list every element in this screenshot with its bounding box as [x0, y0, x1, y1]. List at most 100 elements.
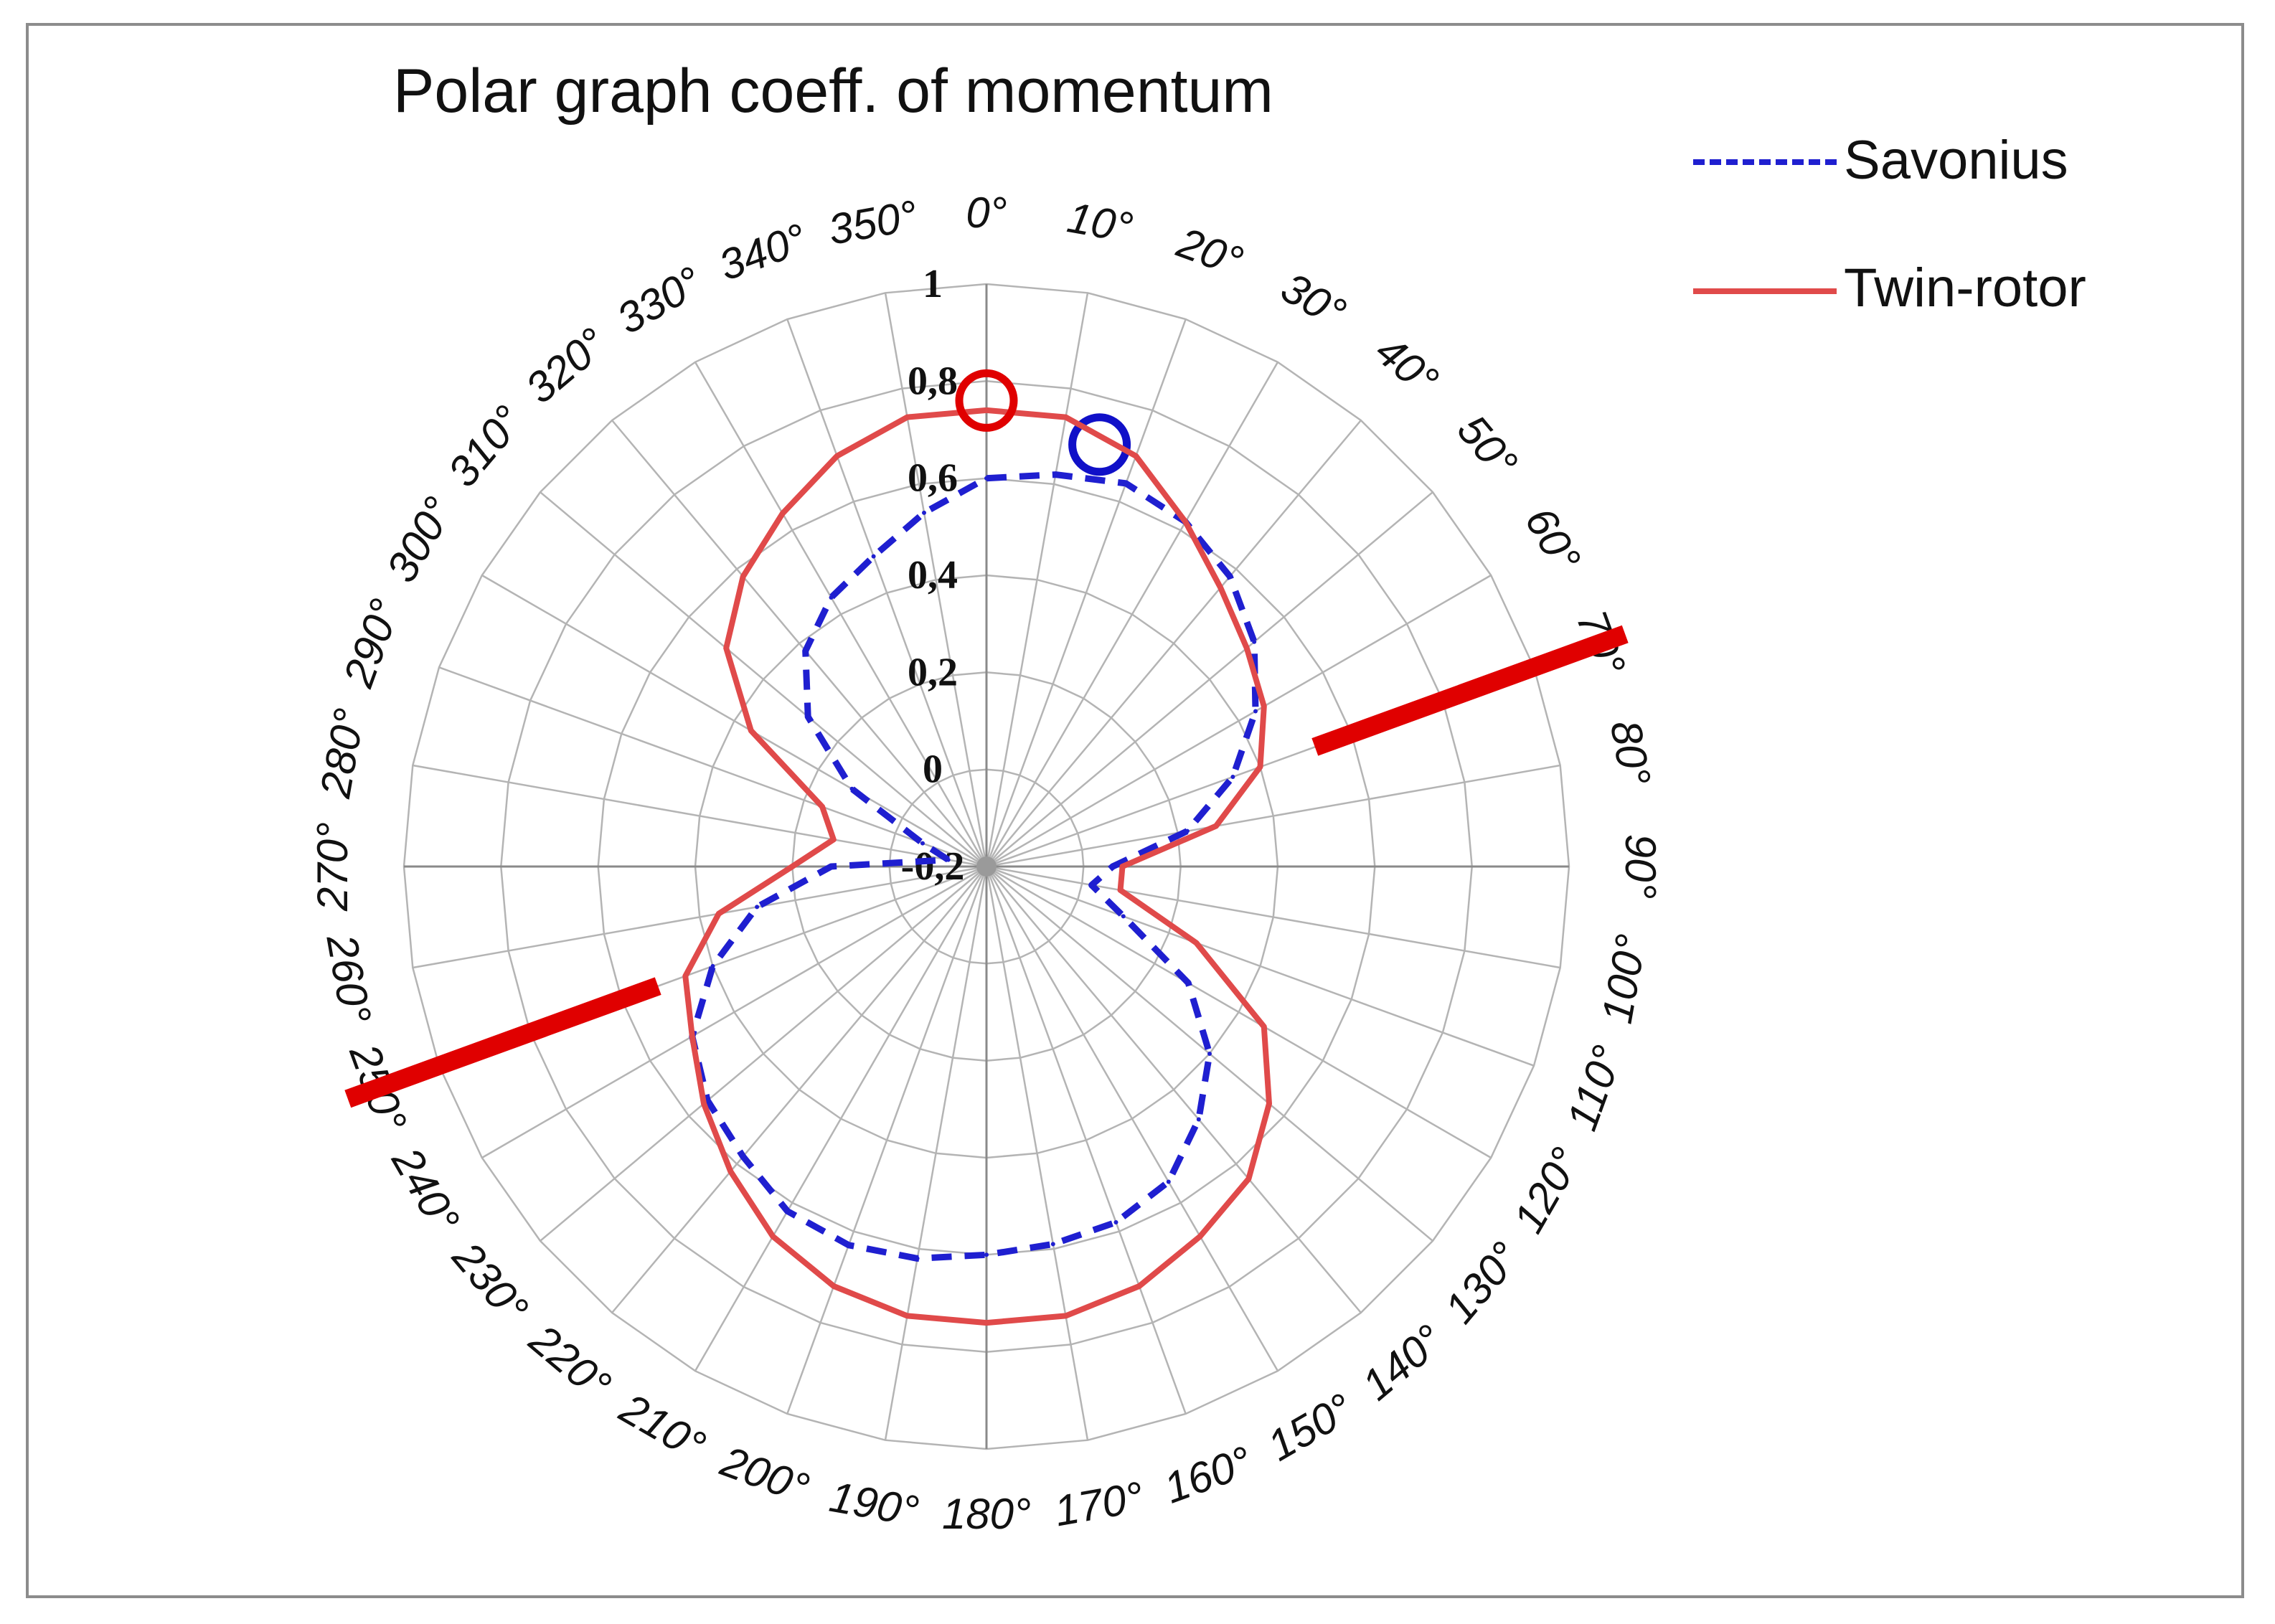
angle-tick-label: 330°: [609, 257, 710, 343]
data-point: [728, 1169, 733, 1174]
data-point: [803, 648, 808, 653]
data-point: [689, 1034, 694, 1039]
data-point: [780, 511, 785, 516]
data-point: [1136, 1284, 1141, 1288]
angle-tick-label: 230°: [443, 1232, 538, 1332]
legend-savonius-line: [1693, 159, 1837, 165]
data-point: [1258, 765, 1263, 770]
data-point: [984, 407, 989, 412]
center-point: [976, 856, 997, 877]
data-point: [1134, 453, 1139, 458]
highlight-marker: [1068, 413, 1131, 476]
grid-spoke: [540, 491, 987, 867]
data-point: [790, 864, 795, 869]
data-point: [984, 1252, 989, 1257]
grid-spoke: [481, 574, 987, 868]
radial-tick-label: 0,4: [908, 553, 958, 598]
grid-spoke: [611, 866, 987, 1313]
data-point: [1050, 1242, 1055, 1247]
data-point: [683, 973, 688, 978]
grid-spoke: [986, 865, 1535, 1067]
data-point: [1196, 1117, 1201, 1122]
legend-twin-line: [1693, 288, 1837, 294]
angle-tick-label: 0°: [966, 189, 1007, 237]
grid-spoke: [694, 362, 988, 867]
angle-tick-label: 60°: [1516, 499, 1590, 580]
data-point: [984, 1321, 989, 1326]
data-point: [771, 1234, 776, 1239]
data-point: [1213, 823, 1218, 828]
angle-tick-label: 220°: [520, 1315, 620, 1410]
grid-spoke: [985, 866, 1187, 1415]
angle-tick-label: 200°: [715, 1437, 815, 1513]
grid-spoke: [985, 318, 1187, 867]
grid-spoke: [786, 318, 988, 867]
angle-tick-label: 10°: [1064, 193, 1136, 252]
radial-tick-label: 0: [923, 747, 943, 792]
angle-tick-label: 310°: [438, 397, 532, 496]
radial-tick-label: 0,8: [908, 359, 958, 403]
data-point: [846, 1242, 851, 1247]
legend-twin-label: Twin-rotor: [1844, 258, 2086, 318]
data-point: [1267, 1101, 1271, 1106]
grid-spoke: [694, 866, 988, 1372]
angle-tick-label: 80°: [1601, 717, 1660, 789]
data-point: [1186, 981, 1191, 986]
data-point: [1230, 775, 1235, 779]
radial-tick-label: 0,2: [908, 650, 958, 694]
chart-title: Polar graph coeff. of momentum: [393, 57, 1273, 126]
angle-tick-label: 130°: [1436, 1233, 1530, 1332]
grid-spoke: [413, 764, 987, 868]
data-point: [1252, 639, 1257, 644]
angle-tick-label: 90°: [1616, 834, 1664, 900]
grid-spoke: [438, 666, 987, 868]
data-point: [1246, 1176, 1251, 1181]
angle-tick-label: 50°: [1449, 406, 1527, 487]
angle-tick-label: 350°: [825, 191, 921, 254]
data-point: [755, 905, 760, 910]
data-point: [1184, 828, 1190, 834]
data-point: [806, 714, 811, 719]
angle-tick-label: 290°: [334, 593, 410, 693]
grid-spoke: [413, 865, 987, 969]
radial-tick-label: 1: [923, 262, 943, 306]
data-point: [1113, 1220, 1118, 1224]
data-point: [820, 804, 825, 809]
data-point: [1121, 914, 1126, 919]
data-point: [724, 646, 729, 651]
data-point: [1063, 1313, 1068, 1318]
data-point: [740, 1154, 745, 1159]
angle-tick-label: 270°: [308, 822, 357, 912]
angle-tick-label: 170°: [1051, 1473, 1147, 1536]
grid-spoke: [786, 866, 988, 1415]
data-point: [785, 1209, 790, 1214]
grid-spoke: [540, 866, 987, 1242]
data-point: [748, 728, 753, 733]
annotation-line: [1311, 625, 1629, 756]
grid-spoke: [985, 866, 1279, 1372]
data-point: [1244, 646, 1249, 651]
grid-spoke: [884, 293, 988, 867]
data-point: [1253, 709, 1258, 714]
angle-tick-label: 300°: [377, 489, 463, 590]
angle-tick-label: 20°: [1171, 218, 1249, 285]
data-point: [831, 837, 836, 842]
data-point: [832, 1284, 837, 1288]
data-point: [829, 595, 834, 600]
angle-tick-label: 30°: [1273, 263, 1354, 337]
data-point: [829, 864, 834, 869]
legend-savonius-label: Savonius: [1844, 130, 2068, 191]
highlight-marker: [955, 369, 1018, 432]
radial-tick-label: 0,6: [908, 456, 958, 501]
data-point: [1124, 481, 1129, 486]
data-point: [1183, 519, 1188, 524]
chart-frame: [26, 23, 2244, 1598]
data-point: [716, 911, 721, 916]
data-point: [984, 476, 989, 481]
grid-spoke: [481, 865, 987, 1159]
grid-spoke: [986, 420, 1362, 867]
data-point: [1120, 864, 1125, 869]
data-point: [1118, 887, 1123, 892]
grid-spoke: [986, 865, 1560, 969]
